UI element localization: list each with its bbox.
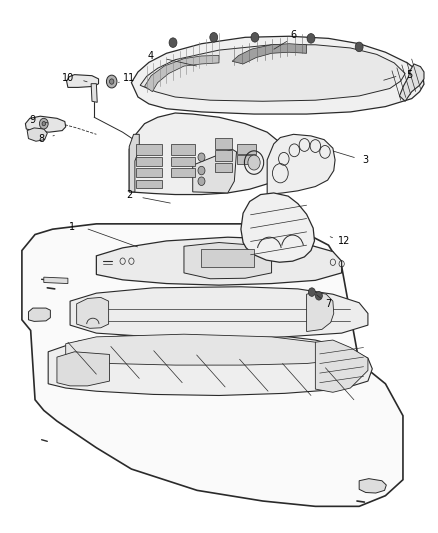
- Polygon shape: [145, 55, 219, 92]
- Polygon shape: [241, 193, 314, 262]
- Text: 8: 8: [39, 134, 45, 143]
- Circle shape: [210, 33, 218, 42]
- Bar: [136, 180, 162, 188]
- Text: 12: 12: [338, 236, 350, 246]
- Bar: [215, 150, 232, 161]
- Text: 1: 1: [69, 222, 75, 231]
- Bar: [201, 249, 254, 266]
- Circle shape: [315, 292, 322, 300]
- Bar: [215, 138, 232, 149]
- Circle shape: [307, 34, 315, 43]
- Circle shape: [355, 42, 363, 52]
- Circle shape: [198, 166, 205, 175]
- Circle shape: [251, 33, 259, 42]
- Text: 2: 2: [126, 190, 132, 199]
- Polygon shape: [22, 224, 403, 506]
- Polygon shape: [77, 297, 109, 328]
- Text: 10: 10: [62, 74, 74, 83]
- Circle shape: [169, 38, 177, 47]
- Polygon shape: [232, 44, 307, 64]
- Polygon shape: [193, 149, 237, 193]
- Bar: [171, 144, 195, 155]
- Text: 6: 6: [290, 30, 297, 39]
- Polygon shape: [28, 308, 50, 321]
- Bar: [215, 163, 232, 172]
- Polygon shape: [25, 116, 66, 132]
- Bar: [136, 168, 162, 177]
- Circle shape: [198, 177, 205, 185]
- Polygon shape: [96, 237, 342, 285]
- Text: 4: 4: [148, 51, 154, 61]
- Circle shape: [248, 155, 260, 170]
- Polygon shape: [44, 277, 68, 284]
- Polygon shape: [70, 287, 368, 338]
- Text: 7: 7: [325, 299, 332, 309]
- Bar: [171, 157, 195, 166]
- Polygon shape: [27, 128, 47, 141]
- Polygon shape: [67, 75, 99, 87]
- Bar: [136, 144, 162, 155]
- Polygon shape: [57, 352, 110, 386]
- Bar: [136, 157, 162, 166]
- Polygon shape: [140, 45, 405, 101]
- Polygon shape: [307, 292, 334, 332]
- Polygon shape: [91, 84, 97, 102]
- Polygon shape: [131, 36, 424, 114]
- Circle shape: [308, 288, 315, 296]
- Polygon shape: [399, 64, 424, 101]
- Polygon shape: [48, 333, 372, 395]
- Circle shape: [39, 118, 48, 129]
- Polygon shape: [66, 334, 342, 365]
- Circle shape: [110, 79, 114, 84]
- Polygon shape: [315, 340, 368, 392]
- Circle shape: [106, 75, 117, 88]
- Text: 3: 3: [363, 155, 369, 165]
- Polygon shape: [267, 134, 335, 195]
- Circle shape: [198, 153, 205, 161]
- Circle shape: [42, 122, 46, 126]
- Polygon shape: [129, 113, 284, 195]
- Text: 5: 5: [406, 70, 413, 79]
- Polygon shape: [359, 479, 386, 493]
- Polygon shape: [184, 243, 272, 279]
- Text: 11: 11: [123, 74, 135, 83]
- Polygon shape: [129, 134, 139, 192]
- Text: 9: 9: [30, 115, 36, 125]
- Bar: [237, 144, 256, 154]
- Bar: [171, 168, 195, 177]
- Bar: [237, 155, 256, 164]
